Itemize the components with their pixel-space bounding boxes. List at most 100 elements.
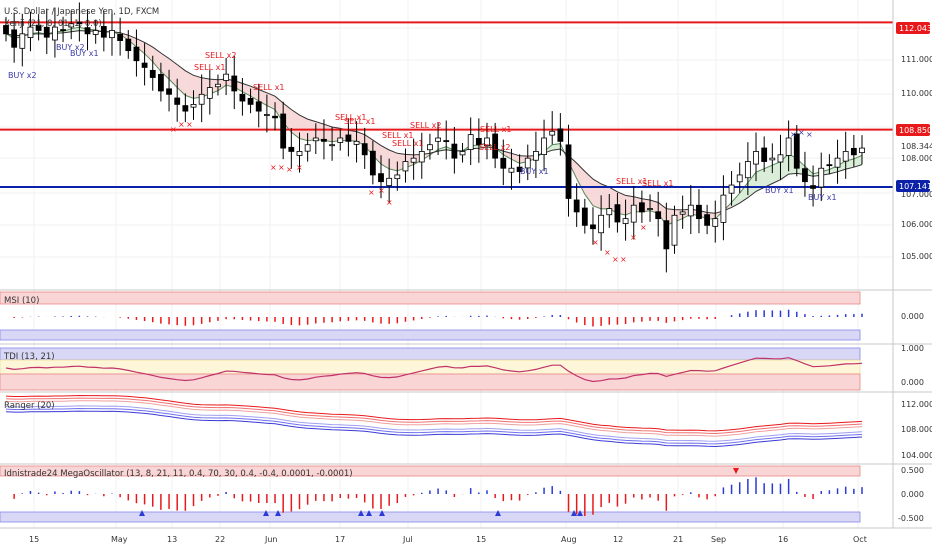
mega-buy-marker (139, 510, 145, 516)
signal-cross: × (296, 163, 303, 172)
cloud-segment (372, 140, 382, 165)
candle-body (850, 147, 857, 156)
candle-body (744, 161, 751, 179)
ranger-band-line (5, 397, 863, 435)
candle-body (500, 157, 507, 169)
msi-title: MSI (10) (4, 296, 39, 306)
signal-label: BUY x1 (70, 49, 99, 58)
mega-buy-marker (379, 510, 385, 516)
cloud-segment (315, 121, 324, 141)
ranger-title: Ranger (20) (4, 401, 55, 411)
candle-body (19, 33, 26, 49)
signal-label: SELL x1 (642, 179, 673, 188)
candle-body (533, 151, 539, 161)
ranger-pane (5, 394, 863, 448)
cloud-segment (772, 161, 781, 184)
candle-body (386, 177, 393, 187)
price-tick: 107.000 (901, 190, 932, 199)
chart-title: U.S. Dollar / Japanese Yen, 1D, FXCM (4, 7, 159, 17)
candle-body (655, 211, 662, 220)
candle-body (100, 26, 107, 38)
signal-cross: × (612, 255, 619, 264)
candle-body (206, 87, 213, 99)
cloud-segment (185, 70, 194, 99)
candle-body (76, 21, 83, 25)
candle-body (247, 97, 254, 105)
candle-body (696, 204, 702, 220)
price-tick: 111.000 (901, 55, 932, 64)
candle-body (573, 199, 580, 213)
candle-body (149, 69, 156, 78)
candle-body (647, 208, 653, 210)
candle-body (638, 202, 645, 213)
cloud-segment (299, 115, 308, 141)
cloud-segment (193, 75, 202, 99)
msi-pane (0, 291, 863, 341)
signal-cross: × (630, 233, 637, 242)
cloud-segment (291, 109, 300, 139)
cloud-segment (266, 92, 276, 110)
mega-buy-marker (571, 510, 577, 516)
time-tick: May (111, 535, 128, 544)
mega-tick: 0.000 (901, 490, 924, 499)
candle-body (141, 62, 148, 68)
candle-body (109, 30, 115, 39)
time-tick: 12 (613, 535, 623, 544)
candle-body (329, 144, 335, 147)
mega-buy-marker (366, 510, 372, 516)
cloud-segment (364, 134, 373, 156)
signal-label: SELL x1 (253, 83, 284, 92)
candle-body (337, 137, 344, 143)
candle-body (802, 168, 808, 183)
candle-body (321, 138, 327, 142)
signal-label: SELL x1 (480, 125, 511, 134)
candle-body (312, 137, 319, 142)
candle-body (68, 23, 75, 28)
candle-body (793, 133, 800, 169)
mega-sell-marker (733, 468, 739, 474)
candle-body (614, 204, 621, 223)
cloud-segment (658, 202, 667, 226)
cloud-segment (169, 58, 178, 88)
axis-ticks: 111.000 110.000 108.000 107.000 106.000 … (898, 55, 932, 523)
mega-buy-marker (577, 510, 583, 516)
signal-label: BUY x2 (56, 43, 85, 52)
time-tick: 17 (335, 535, 345, 544)
candle-body (541, 137, 547, 155)
slow-line (5, 30, 863, 214)
candle-body (353, 140, 360, 145)
candle-body (451, 143, 458, 159)
candle-body (394, 174, 401, 180)
candle-body (60, 29, 66, 32)
signal-cross: × (178, 120, 185, 129)
price-tick: 110.000 (901, 89, 932, 98)
candle-body (663, 220, 670, 250)
time-tick: Jul (402, 535, 413, 544)
cloud-segment (177, 64, 186, 96)
candle-body (174, 97, 181, 105)
price-label-text: 112.043 (899, 24, 932, 33)
tdi-tick: 1.000 (901, 344, 924, 353)
candle-body (427, 144, 433, 151)
signal-label: SELL x1 (392, 139, 423, 148)
signal-label: SELL x1 (194, 63, 225, 72)
candle-body (524, 157, 531, 169)
candle-body (263, 114, 270, 116)
price-tick: 106.000 (901, 220, 932, 229)
candle-body (345, 134, 352, 142)
candle-body (43, 26, 50, 38)
signal-label: SELL x1 (616, 177, 647, 186)
candle-body (679, 211, 686, 215)
candle-body (777, 154, 784, 163)
price-labels: 112.043 108.850 107.141 (896, 22, 932, 192)
cloud-segment (511, 153, 520, 164)
candle-body (630, 204, 637, 223)
tdi-line (5, 357, 863, 383)
candle-body (687, 204, 694, 217)
candle-body (606, 208, 613, 216)
mega-buy-marker (495, 510, 501, 516)
candle-body (92, 30, 99, 35)
